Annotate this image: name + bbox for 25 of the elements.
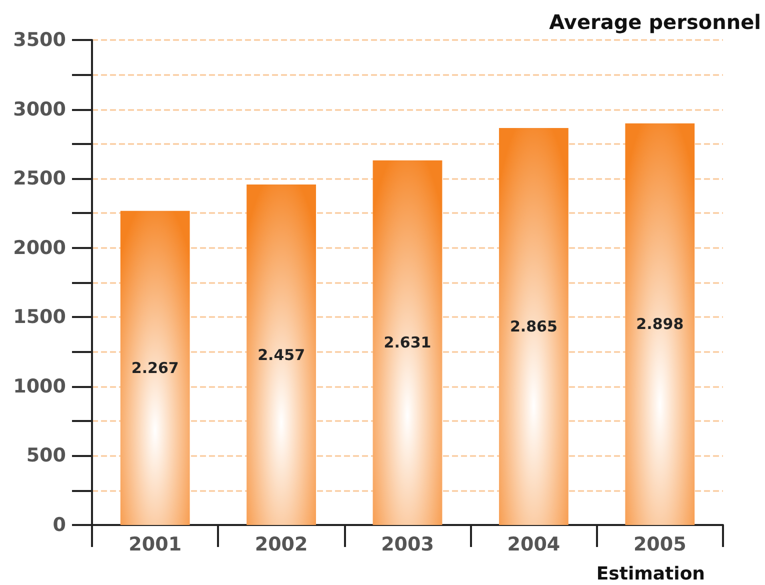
bar bbox=[372, 160, 442, 525]
bar bbox=[625, 123, 695, 525]
x-axis-title: Estimation bbox=[596, 564, 706, 584]
data-label: 2.457 bbox=[258, 346, 306, 364]
bar bbox=[498, 128, 568, 525]
y-tick-label: 3000 bbox=[13, 98, 66, 120]
bar bbox=[246, 184, 316, 525]
bar bbox=[120, 210, 190, 525]
data-label: 2.865 bbox=[510, 317, 558, 336]
data-label: 2.898 bbox=[636, 315, 684, 334]
y-axis-title: Average personnel bbox=[549, 10, 762, 34]
y-tick-label: 1500 bbox=[13, 306, 66, 328]
data-label: 2.267 bbox=[131, 358, 179, 377]
y-tick-label: 0 bbox=[52, 514, 66, 536]
x-tick-label: 2005 bbox=[633, 534, 686, 556]
x-tick-label: 2002 bbox=[254, 534, 308, 556]
x-tick-label: 2001 bbox=[128, 534, 182, 556]
x-tick-label: 2003 bbox=[381, 534, 434, 556]
y-tick-label: 2500 bbox=[13, 168, 66, 190]
y-tick-label: 1000 bbox=[13, 375, 66, 398]
x-tick-label: 2004 bbox=[507, 534, 560, 556]
data-label: 2.631 bbox=[384, 334, 432, 352]
y-tick-label: 3500 bbox=[13, 29, 66, 51]
y-tick-label: 2000 bbox=[13, 236, 66, 259]
y-tick-label: 500 bbox=[26, 444, 66, 467]
